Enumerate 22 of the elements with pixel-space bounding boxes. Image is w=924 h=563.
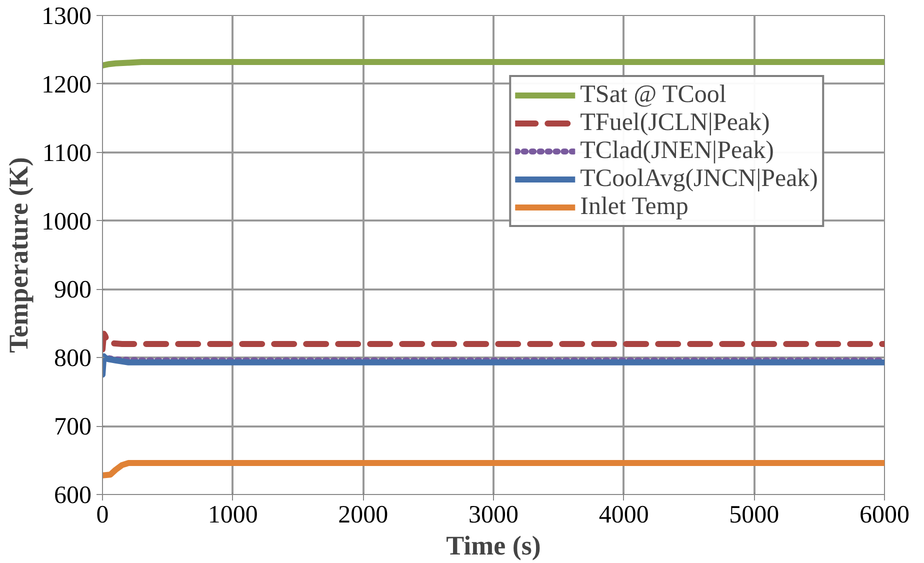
y-tick-label: 600	[54, 482, 92, 509]
x-tick-label: 1000	[208, 502, 258, 528]
y-tick-label: 900	[54, 276, 92, 304]
y-axis-title: Temperature (K)	[4, 157, 34, 353]
legend-label: TSat @ TCool	[580, 81, 726, 109]
y-tick-label: 1100	[42, 140, 92, 167]
x-tick-label: 5000	[729, 502, 780, 528]
x-tick-label: 0	[96, 502, 109, 528]
legend-label: TClad(JNEN|Peak)	[580, 137, 774, 165]
x-tick-label: 2000	[338, 502, 388, 528]
x-tick-label: 3000	[468, 502, 518, 528]
legend-label: TCoolAvg(JNCN|Peak)	[580, 165, 818, 193]
x-axis-title: Time (s)	[446, 530, 541, 560]
legend-label: Inlet Temp	[580, 193, 688, 221]
y-tick-label: 1300	[42, 3, 92, 30]
x-tick-label: 6000	[860, 502, 910, 528]
legend-label: TFuel(JCLN|Peak)	[580, 109, 770, 137]
y-tick-label: 1200	[42, 71, 92, 98]
y-tick-label: 1000	[42, 208, 92, 236]
y-tick-label: 800	[54, 345, 92, 372]
x-tick-label: 4000	[598, 502, 649, 528]
y-tick-label: 700	[54, 414, 92, 441]
